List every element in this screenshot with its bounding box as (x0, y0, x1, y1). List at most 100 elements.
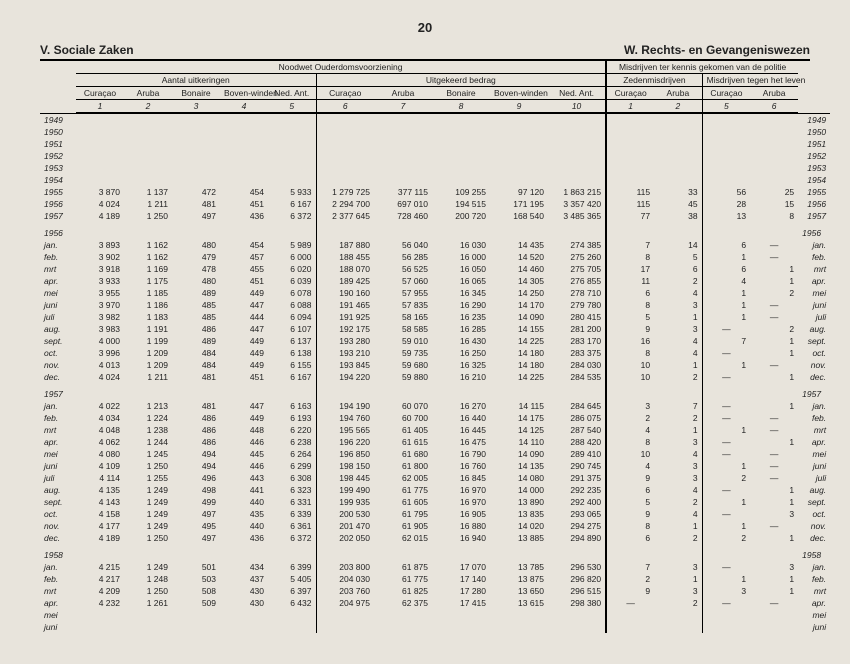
cell: 7 (606, 561, 654, 573)
cell: 1 250 (124, 585, 172, 597)
cell: — (702, 371, 750, 383)
cell: — (750, 412, 798, 424)
cell (268, 126, 316, 138)
table-row: mrt3 9181 1694784556 020188 07056 52516 … (40, 263, 830, 275)
cell: 4 (702, 275, 750, 287)
cell: 14 460 (490, 263, 548, 275)
cell: 5 (606, 311, 654, 323)
cell: 4 080 (76, 448, 124, 460)
cell: 7 (654, 400, 702, 412)
cell (124, 174, 172, 186)
cell: 3 (654, 323, 702, 335)
cell: 190 160 (316, 287, 374, 299)
row-label-right: mrt (798, 585, 830, 597)
group-year-label-right: 1958 (798, 544, 830, 561)
row-label: 1956 (40, 198, 76, 210)
row-label-right: jan. (798, 561, 830, 573)
cell: 6 238 (268, 436, 316, 448)
cell: 16 065 (432, 275, 490, 287)
row-label: mei (40, 609, 76, 621)
table-row: mei4 0801 2454944456 264196 85061 68016 … (40, 448, 830, 460)
cell (268, 150, 316, 162)
cell: 13 835 (490, 508, 548, 520)
cell (220, 609, 268, 621)
cell (316, 113, 374, 126)
cell: 494 (172, 448, 220, 460)
cell (76, 162, 124, 174)
table-row: juli3 9821 1834854446 094191 92558 16516… (40, 311, 830, 323)
cell: 4 (606, 424, 654, 436)
col-header: Aruba (124, 87, 172, 100)
cell (702, 126, 750, 138)
cell: 17 070 (432, 561, 490, 573)
row-label: apr. (40, 275, 76, 287)
cell: 59 010 (374, 335, 432, 347)
cell (548, 621, 606, 633)
cell: 437 (220, 573, 268, 585)
cell: 3 902 (76, 251, 124, 263)
cell: 4 022 (76, 400, 124, 412)
table-row: oct.3 9961 2094844496 138193 21059 73516… (40, 347, 830, 359)
cell (172, 162, 220, 174)
row-label-right: dec. (798, 371, 830, 383)
cell: 291 375 (548, 472, 606, 484)
cell: 1 183 (124, 311, 172, 323)
row-label-right: 1957 (798, 210, 830, 222)
cell (432, 113, 490, 126)
cell: 14 250 (490, 287, 548, 299)
row-label-right: 1949 (798, 113, 830, 126)
cell (316, 621, 374, 633)
cell: 16 (606, 335, 654, 347)
cell (750, 113, 798, 126)
cell: 16 905 (432, 508, 490, 520)
sub-right-2: Misdrijven tegen het leven (702, 74, 798, 87)
row-label-right: feb. (798, 251, 830, 263)
group-heading-right: Misdrijven ter kennis gekomen van de pol… (606, 61, 798, 74)
cell: 3 485 365 (548, 210, 606, 222)
cell: 1 863 215 (548, 186, 606, 198)
cell: 2 (606, 412, 654, 424)
table-row: junijuni (40, 621, 830, 633)
cell: 479 (172, 251, 220, 263)
cell: 13 890 (490, 496, 548, 508)
table-row: mei3 9551 1854894496 078190 16057 95516 … (40, 287, 830, 299)
cell: 56 040 (374, 239, 432, 251)
cell: 1 (750, 484, 798, 496)
row-label-right: mrt (798, 263, 830, 275)
row-label-right: jan. (798, 239, 830, 251)
row-label: oct. (40, 508, 76, 520)
cell: 2 (654, 597, 702, 609)
cell: — (702, 400, 750, 412)
col-num: 9 (490, 100, 548, 114)
cell: 61 905 (374, 520, 432, 532)
cell: 298 380 (548, 597, 606, 609)
cell: 3 (654, 436, 702, 448)
col-header: Curaçao (702, 87, 750, 100)
cell: 447 (220, 299, 268, 311)
cell: 447 (220, 400, 268, 412)
cell: 296 820 (548, 573, 606, 585)
cell: 501 (172, 561, 220, 573)
cell: 195 565 (316, 424, 374, 436)
cell: 6 039 (268, 275, 316, 287)
table-row: 19553 8701 1374724545 9331 279 725377 11… (40, 186, 830, 198)
cell (268, 162, 316, 174)
cell: 8 (606, 251, 654, 263)
cell: 60 070 (374, 400, 432, 412)
table-row: jan.4 2151 2495014346 399203 80061 87517… (40, 561, 830, 573)
cell: 1 244 (124, 436, 172, 448)
cell: 4 034 (76, 412, 124, 424)
cell: 4 209 (76, 585, 124, 597)
cell: 296 515 (548, 585, 606, 597)
cell: 10 (606, 359, 654, 371)
cell: 6 107 (268, 323, 316, 335)
cell (606, 138, 654, 150)
cell (548, 138, 606, 150)
cell: — (750, 472, 798, 484)
cell: 4 (654, 484, 702, 496)
cell: 59 880 (374, 371, 432, 383)
cell: 194 220 (316, 371, 374, 383)
cell: 198 150 (316, 460, 374, 472)
cell: 14 435 (490, 239, 548, 251)
cell: 16 475 (432, 436, 490, 448)
